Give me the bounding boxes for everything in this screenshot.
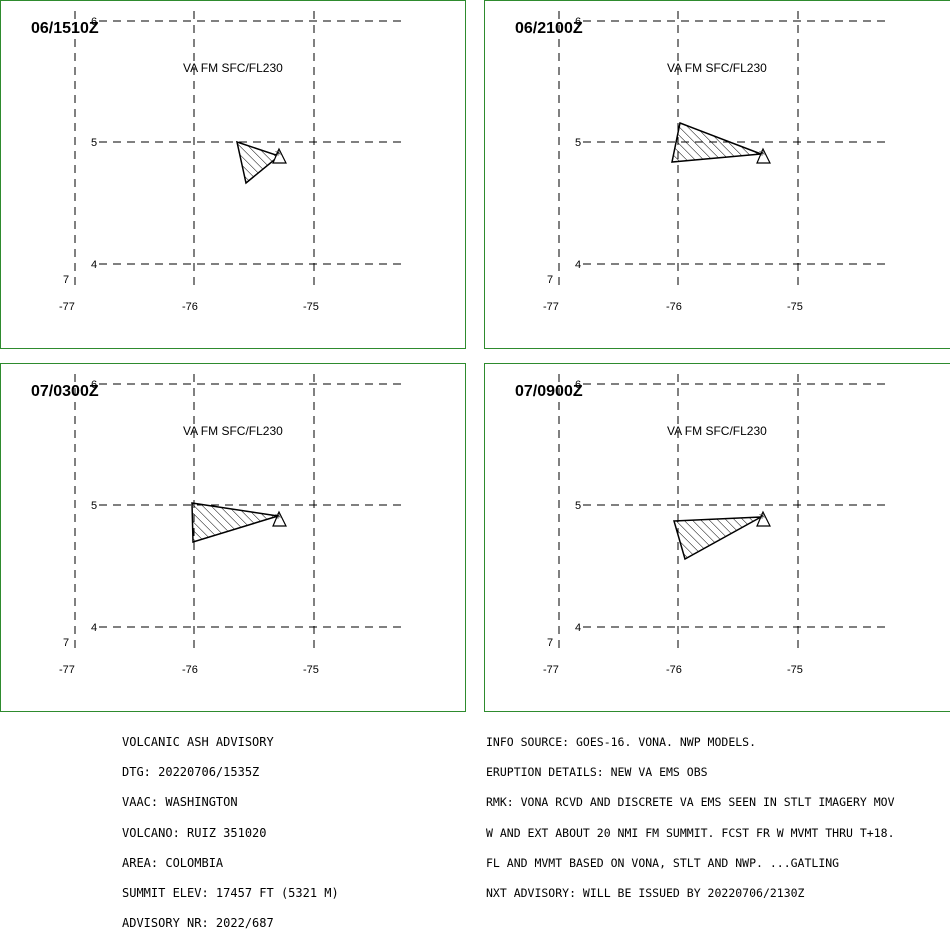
svg-text:-77: -77: [59, 664, 75, 676]
svg-text:4: 4: [91, 622, 97, 634]
svg-text:4: 4: [575, 259, 581, 271]
svg-text:*: *: [759, 148, 765, 162]
volcano-marker-icon: *: [756, 147, 771, 164]
svg-text:5: 5: [575, 500, 581, 512]
advisory-line: VOLCANO: RUIZ 351020: [122, 825, 267, 840]
panel-time: 06/1510Z: [31, 20, 99, 37]
ash-cloud-polygon: [673, 516, 762, 561]
map-plot-2: * 6 5 4 -77 -76 -75 7: [543, 11, 887, 313]
map-plot-3: * 6 5 4 -77 -76 -75 7: [59, 374, 403, 676]
svg-text:4: 4: [575, 622, 581, 634]
svg-text:6: 6: [91, 379, 97, 391]
advisory-line: DTG: 20220706/1535Z: [122, 765, 260, 780]
advisory-line: AREA: COLOMBIA: [122, 855, 224, 870]
svg-text:-76: -76: [666, 664, 682, 676]
svg-text:*: *: [275, 511, 281, 525]
advisory-line: NXT ADVISORY: WILL BE ISSUED BY 20220706…: [486, 885, 805, 900]
panel-flight-level: VA FM SFC/FL230: [667, 61, 767, 75]
svg-text:-77: -77: [543, 301, 559, 313]
map-panel-4: * 6 5 4 -77 -76 -75 7 07/0900Z VA FM SFC…: [484, 363, 950, 712]
svg-text:5: 5: [575, 137, 581, 149]
svg-text:*: *: [275, 148, 281, 162]
panel-time: 07/0900Z: [515, 383, 583, 400]
advisory-line: INFO SOURCE: GOES-16. VONA. NWP MODELS.: [486, 735, 757, 749]
lon-tick-75: -75: [303, 301, 319, 313]
svg-text:*: *: [759, 511, 765, 525]
advisory-line: SUMMIT ELEV: 17457 FT (5321 M): [122, 885, 339, 900]
svg-text:-76: -76: [666, 301, 682, 313]
svg-text:-75: -75: [787, 664, 803, 676]
advisory-remarks-block: INFO SOURCE: GOES-16. VONA. NWP MODELS. …: [486, 717, 895, 908]
map-panel-3: * 6 5 4 -77 -76 -75 7 07/0300Z VA FM SFC…: [0, 363, 466, 712]
svg-text:7: 7: [547, 637, 553, 649]
map-plot-1: * 6 5 4 -77 -76 -75 7: [59, 11, 403, 313]
advisory-line: VAAC: WASHINGTON: [122, 795, 238, 810]
svg-text:-75: -75: [303, 664, 319, 676]
advisory-header-block: VOLCANIC ASH ADVISORY DTG: 20220706/1535…: [122, 717, 339, 938]
panel-flight-level: VA FM SFC/FL230: [667, 424, 767, 438]
lon-tick-76: -76: [182, 301, 198, 313]
advisory-line: FL AND MVMT BASED ON VONA, STLT AND NWP.…: [486, 855, 840, 870]
advisory-line: ERUPTION DETAILS: NEW VA EMS OBS: [486, 765, 708, 780]
svg-text:6: 6: [575, 16, 581, 28]
advisory-line: RMK: VONA RCVD AND DISCRETE VA EMS SEEN …: [486, 795, 895, 810]
advisory-line: VOLCANIC ASH ADVISORY: [122, 735, 274, 749]
lat-tick-4: 4: [91, 259, 97, 271]
panel-flight-level: VA FM SFC/FL230: [183, 61, 283, 75]
map-panel-1: * 6 5 4 -77 -76 -75 7 06/1510Z VA FM SFC…: [0, 0, 466, 349]
volcano-marker-icon: *: [272, 147, 287, 164]
svg-text:-75: -75: [787, 301, 803, 313]
svg-text:7: 7: [63, 637, 69, 649]
volcano-marker-icon: *: [272, 510, 287, 527]
svg-text:5: 5: [91, 500, 97, 512]
lon-tick-77: -77: [59, 301, 75, 313]
ash-cloud-polygon: [671, 121, 762, 163]
svg-text:-77: -77: [543, 664, 559, 676]
panel-time: 07/0300Z: [31, 383, 99, 400]
svg-text:6: 6: [575, 379, 581, 391]
ash-cloud-polygon: [235, 140, 281, 185]
lat-tick-6: 6: [91, 16, 97, 28]
advisory-line: ADVISORY NR: 2022/687: [122, 916, 274, 931]
ash-cloud-polygon: [191, 502, 279, 544]
svg-text:-76: -76: [182, 664, 198, 676]
advisory-line: W AND EXT ABOUT 20 NMI FM SUMMIT. FCST F…: [486, 825, 895, 840]
map-plot-4: * 6 5 4 -77 -76 -75 7: [543, 374, 887, 676]
corner-mark: 7: [63, 274, 69, 286]
panel-flight-level: VA FM SFC/FL230: [183, 424, 283, 438]
svg-text:7: 7: [547, 274, 553, 286]
volcano-marker-icon: *: [756, 510, 771, 527]
map-panel-2: * 6 5 4 -77 -76 -75 7 06/2100Z VA FM SFC…: [484, 0, 950, 349]
lat-tick-5: 5: [91, 137, 97, 149]
panel-time: 06/2100Z: [515, 20, 583, 37]
